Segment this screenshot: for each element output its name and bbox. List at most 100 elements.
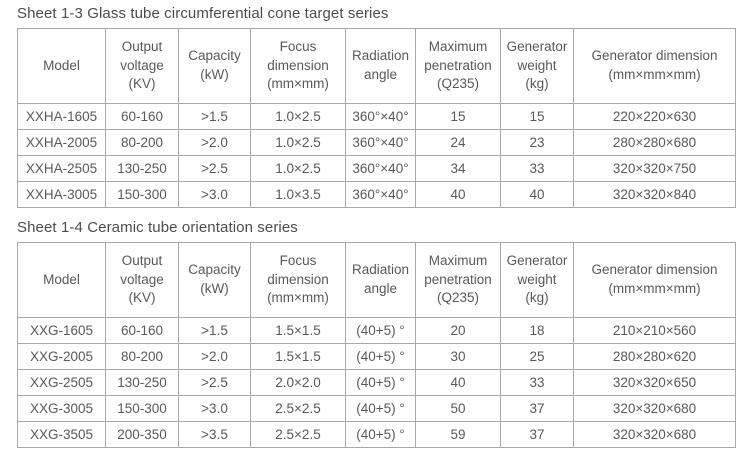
model-cell: XXG-2005 <box>17 343 106 370</box>
model-cell: XXG-3005 <box>17 395 106 422</box>
output-voltage-cell: 130-250 <box>105 155 179 182</box>
column-header-generator-dimension: Generator dimension (mm×mm×mm) <box>573 28 736 104</box>
generator-dimension-cell: 320×320×650 <box>573 369 736 396</box>
column-header-radiation-angle: Radiation angle <box>345 242 416 318</box>
table-row: XXHA-1605 60-160 >1.5 1.0×2.5 360°×40° 15 15 22… <box>17 103 736 130</box>
table-row: XXG-3005 150-300 >3.0 2.5×2.5 (40+5) ° 50 37 32… <box>17 395 736 422</box>
maximum-penetration-cell: 30 <box>415 343 501 370</box>
focus-dimension-cell: 2.0×2.0 <box>250 369 346 396</box>
capacity-cell: >2.0 <box>178 343 251 370</box>
capacity-cell: >2.0 <box>178 129 251 156</box>
radiation-angle-cell: (40+5) ° <box>345 369 416 396</box>
maximum-penetration-cell: 20 <box>415 317 501 344</box>
generator-dimension-cell: 210×210×560 <box>573 317 736 344</box>
maximum-penetration-cell: 40 <box>415 369 501 396</box>
capacity-cell: >1.5 <box>178 317 251 344</box>
generator-weight-cell: 18 <box>500 317 574 344</box>
model-cell: XXHA-2005 <box>17 129 106 156</box>
output-voltage-cell: 80-200 <box>105 129 179 156</box>
radiation-angle-cell: 360°×40° <box>345 181 416 208</box>
column-header-focus-dimension: Focus dimension (mm×mm) <box>250 28 346 104</box>
generator-weight-cell: 33 <box>500 369 574 396</box>
column-header-generator-dimension: Generator dimension (mm×mm×mm) <box>573 242 736 318</box>
sheet-1-3-title: Sheet 1-3 Glass tube circumferential con… <box>17 5 389 22</box>
model-cell: XXG-2505 <box>17 369 106 396</box>
sheet-1-3-header-row: Model Output voltage (KV) Capacity (kW) … <box>17 28 736 104</box>
table-row: XXG-3505 200-350 >3.5 2.5×2.5 (40+5) ° 59 37 32… <box>17 421 736 448</box>
output-voltage-cell: 130-250 <box>105 369 179 396</box>
model-cell: XXHA-3005 <box>17 181 106 208</box>
column-header-output-voltage: Output voltage (KV) <box>105 28 179 104</box>
focus-dimension-cell: 2.5×2.5 <box>250 421 346 448</box>
model-cell: XXG-1605 <box>17 317 106 344</box>
radiation-angle-cell: (40+5) ° <box>345 343 416 370</box>
focus-dimension-cell: 1.5×1.5 <box>250 343 346 370</box>
radiation-angle-cell: (40+5) ° <box>345 317 416 344</box>
column-header-generator-weight: Generator weight (kg) <box>500 28 574 104</box>
table-row: XXG-2005 80-200 >2.0 1.5×1.5 (40+5) ° 30 25 280… <box>17 343 736 370</box>
model-cell: XXG-3505 <box>17 421 106 448</box>
generator-dimension-cell: 320×320×840 <box>573 181 736 208</box>
generator-dimension-cell: 320×320×750 <box>573 155 736 182</box>
sheet-1-4-body: XXG-1605 60-160 >1.5 1.5×1.5 (40+5) ° 20 18 210… <box>17 317 736 448</box>
column-header-capacity: Capacity (kW) <box>178 242 251 318</box>
generator-dimension-cell: 320×320×680 <box>573 421 736 448</box>
radiation-angle-cell: 360°×40° <box>345 103 416 130</box>
focus-dimension-cell: 1.0×3.5 <box>250 181 346 208</box>
capacity-cell: >3.5 <box>178 421 251 448</box>
column-header-maximum-penetration: Maximum penetration (Q235) <box>415 28 501 104</box>
output-voltage-cell: 80-200 <box>105 343 179 370</box>
focus-dimension-cell: 1.0×2.5 <box>250 103 346 130</box>
maximum-penetration-cell: 15 <box>415 103 501 130</box>
radiation-angle-cell: (40+5) ° <box>345 395 416 422</box>
maximum-penetration-cell: 40 <box>415 181 501 208</box>
generator-weight-cell: 23 <box>500 129 574 156</box>
maximum-penetration-cell: 24 <box>415 129 501 156</box>
table-row: XXHA-3005 150-300 >3.0 1.0×3.5 360°×40° 40 40 3… <box>17 181 736 208</box>
sheet-1-3-section: Sheet 1-3 Glass tube circumferential con… <box>17 5 736 208</box>
generator-dimension-cell: 280×280×680 <box>573 129 736 156</box>
table-row: XXHA-2505 130-250 >2.5 1.0×2.5 360°×40° 34 33 3… <box>17 155 736 182</box>
capacity-cell: >2.5 <box>178 369 251 396</box>
column-header-capacity: Capacity (kW) <box>178 28 251 104</box>
table-row: XXG-1605 60-160 >1.5 1.5×1.5 (40+5) ° 20 18 210… <box>17 317 736 344</box>
column-header-output-voltage: Output voltage (KV) <box>105 242 179 318</box>
table-row: XXHA-2005 80-200 >2.0 1.0×2.5 360°×40° 24 23 28… <box>17 129 736 156</box>
sheet-1-3-table: Model Output voltage (KV) Capacity (kW) … <box>17 28 736 208</box>
column-header-generator-weight: Generator weight (kg) <box>500 242 574 318</box>
capacity-cell: >3.0 <box>178 181 251 208</box>
generator-weight-cell: 25 <box>500 343 574 370</box>
maximum-penetration-cell: 34 <box>415 155 501 182</box>
column-header-focus-dimension: Focus dimension (mm×mm) <box>250 242 346 318</box>
generator-dimension-cell: 220×220×630 <box>573 103 736 130</box>
capacity-cell: >2.5 <box>178 155 251 182</box>
output-voltage-cell: 200-350 <box>105 421 179 448</box>
generator-weight-cell: 40 <box>500 181 574 208</box>
focus-dimension-cell: 2.5×2.5 <box>250 395 346 422</box>
output-voltage-cell: 60-160 <box>105 317 179 344</box>
radiation-angle-cell: 360°×40° <box>345 129 416 156</box>
focus-dimension-cell: 1.5×1.5 <box>250 317 346 344</box>
generator-dimension-cell: 320×320×680 <box>573 395 736 422</box>
generator-weight-cell: 37 <box>500 421 574 448</box>
column-header-model: Model <box>17 28 106 104</box>
generator-weight-cell: 15 <box>500 103 574 130</box>
sheet-1-3-body: XXHA-1605 60-160 >1.5 1.0×2.5 360°×40° 15 15 22… <box>17 103 736 208</box>
column-header-radiation-angle: Radiation angle <box>345 28 416 104</box>
maximum-penetration-cell: 59 <box>415 421 501 448</box>
sheet-1-4-header-row: Model Output voltage (KV) Capacity (kW) … <box>17 242 736 318</box>
output-voltage-cell: 150-300 <box>105 395 179 422</box>
sheet-1-4-title: Sheet 1-4 Ceramic tube orientation serie… <box>17 219 298 236</box>
radiation-angle-cell: 360°×40° <box>345 155 416 182</box>
model-cell: XXHA-2505 <box>17 155 106 182</box>
column-header-model: Model <box>17 242 106 318</box>
table-row: XXG-2505 130-250 >2.5 2.0×2.0 (40+5) ° 40 33 32… <box>17 369 736 396</box>
capacity-cell: >1.5 <box>178 103 251 130</box>
output-voltage-cell: 150-300 <box>105 181 179 208</box>
output-voltage-cell: 60-160 <box>105 103 179 130</box>
maximum-penetration-cell: 50 <box>415 395 501 422</box>
focus-dimension-cell: 1.0×2.5 <box>250 155 346 182</box>
sheet-1-4-table: Model Output voltage (KV) Capacity (kW) … <box>17 242 736 448</box>
focus-dimension-cell: 1.0×2.5 <box>250 129 346 156</box>
